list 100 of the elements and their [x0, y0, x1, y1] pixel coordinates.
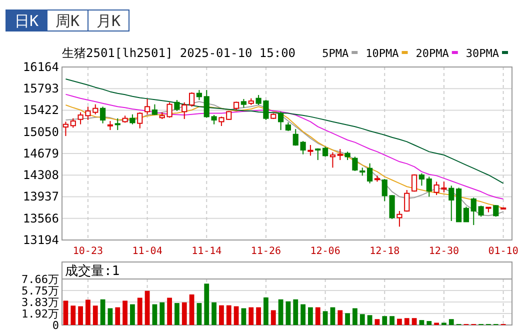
bar — [352, 308, 358, 325]
x-tick-label: 12-06 — [310, 246, 340, 257]
bar — [196, 303, 202, 325]
candlestick — [174, 100, 180, 112]
bar — [382, 316, 388, 325]
bar — [63, 300, 68, 325]
y-tick-label: 13566 — [22, 211, 59, 226]
candlestick — [322, 146, 328, 158]
bar — [130, 304, 135, 325]
bar — [189, 294, 194, 325]
legend-label: 20PMA — [416, 47, 450, 60]
bar — [248, 307, 254, 325]
bar — [226, 305, 232, 325]
candlestick — [144, 98, 150, 115]
candlestick — [137, 112, 143, 129]
bar — [70, 306, 76, 325]
y-tick-label: 15793 — [22, 82, 59, 96]
bar — [404, 318, 410, 325]
candlestick — [308, 144, 314, 156]
bar — [264, 297, 268, 325]
bar — [345, 313, 350, 325]
text: 日K — [14, 12, 39, 30]
candlestick — [404, 190, 410, 212]
bar — [397, 318, 402, 325]
candlestick — [337, 148, 343, 161]
chart-title: 成交量:1 — [65, 263, 120, 279]
x-tick-label: 11-04 — [132, 246, 162, 257]
y-tick-label: 13937 — [22, 190, 59, 204]
bar — [174, 303, 180, 325]
candlestick — [330, 152, 336, 168]
candlestick — [418, 172, 425, 186]
candlestick — [426, 176, 432, 198]
bar — [219, 305, 224, 325]
bar — [212, 302, 216, 325]
bar — [278, 299, 284, 325]
bar — [448, 319, 454, 325]
candlestick — [62, 121, 69, 137]
bar — [412, 318, 417, 325]
candlestick — [107, 120, 114, 131]
bar — [167, 298, 172, 325]
bar — [86, 300, 90, 325]
bar — [390, 316, 394, 325]
line-series — [65, 78, 504, 184]
candlestick — [463, 206, 470, 222]
bar — [330, 307, 336, 325]
bar — [322, 311, 328, 325]
bar — [338, 310, 343, 325]
candlestick — [70, 118, 76, 128]
legend-label: 5PMA — [322, 47, 349, 60]
x-tick-label: 01-10 — [488, 246, 518, 257]
candlestick — [114, 118, 120, 131]
y-tick-label: 0 — [52, 319, 59, 332]
x-tick-label: 11-14 — [192, 246, 222, 257]
bar — [92, 306, 98, 325]
bar — [122, 300, 128, 325]
legend-label: 10PMA — [366, 47, 400, 60]
y-tick-label: 14679 — [22, 146, 59, 160]
x-tick-label: 10-23 — [72, 246, 104, 257]
line-series — [65, 94, 504, 200]
chart-title: 生猪2501[lh2501] 2025-01-10 15:00 — [62, 46, 296, 60]
candlestick — [448, 185, 454, 222]
bar — [78, 306, 83, 325]
bar — [204, 284, 210, 325]
bar — [426, 321, 432, 325]
candlestick — [100, 106, 106, 124]
legend-label: 30PMA — [466, 47, 500, 60]
bar — [160, 302, 165, 325]
bar — [108, 308, 113, 325]
candlestick — [366, 162, 373, 184]
candlestick — [130, 114, 136, 125]
x-tick-label: 12-30 — [428, 246, 460, 257]
y-tick-label: 14308 — [22, 168, 59, 182]
bar — [286, 301, 291, 325]
candlestick — [352, 156, 358, 172]
bar — [315, 307, 320, 325]
bar — [144, 290, 150, 325]
x-tick-label: 11-26 — [250, 246, 282, 257]
candlestick — [196, 90, 202, 101]
y-tick-label: 13194 — [22, 233, 59, 247]
y-tick-label: 15050 — [22, 124, 59, 139]
y-tick-label: 5.75万 — [22, 284, 59, 298]
bar — [152, 304, 158, 325]
bar — [256, 307, 261, 325]
bar — [182, 302, 187, 325]
y-tick-label: 1.92万 — [22, 307, 59, 320]
candlestick — [188, 92, 195, 108]
y-tick-label: 3.83万 — [22, 296, 59, 309]
candlestick — [182, 102, 188, 120]
bar — [374, 319, 380, 325]
bar — [367, 315, 372, 325]
bar — [300, 304, 306, 325]
text: 月K — [96, 12, 121, 30]
bar — [360, 314, 365, 325]
candlestick — [152, 104, 158, 116]
y-tick-label: 16164 — [22, 60, 59, 74]
bar — [419, 320, 424, 325]
bar — [293, 299, 298, 325]
y-tick-label: 7.66万 — [22, 273, 59, 286]
bar — [115, 307, 120, 325]
bar — [234, 306, 239, 325]
